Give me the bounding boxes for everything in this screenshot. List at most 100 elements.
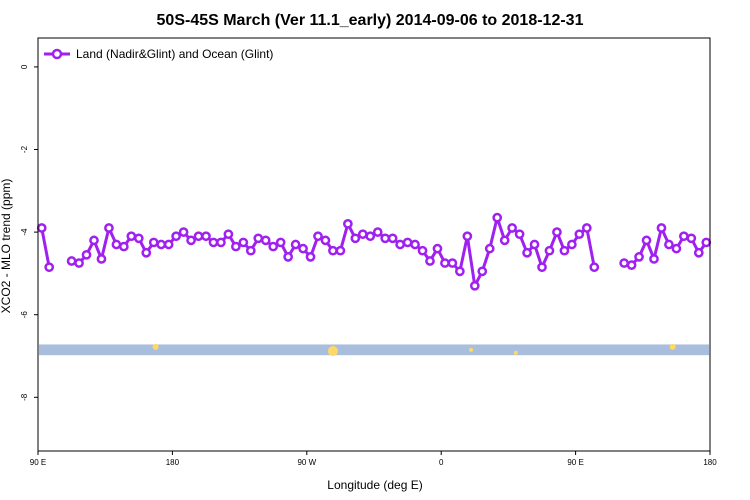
series-line	[40, 227, 51, 268]
band-marker	[469, 347, 474, 352]
data-point	[410, 239, 420, 250]
data-point	[268, 241, 279, 252]
data-point	[260, 235, 271, 246]
data-point	[380, 233, 391, 244]
data-point	[223, 229, 234, 240]
data-point	[499, 235, 510, 246]
data-point	[253, 233, 264, 244]
band-marker	[669, 343, 676, 350]
data-point	[656, 223, 667, 233]
data-point	[357, 229, 368, 240]
band-marker	[327, 346, 338, 357]
data-point	[119, 241, 129, 252]
data-point	[208, 237, 219, 248]
y-axis-label: XCO2 - MLO trend (ppm)	[0, 179, 13, 314]
data-point	[552, 227, 562, 237]
data-point	[193, 231, 204, 242]
axes: 90 E 180 90 W 0 90 E 180 0 -2 -4 -6 -8	[20, 64, 717, 467]
data-point	[447, 258, 458, 268]
data-point	[201, 231, 211, 242]
x-tick-label: 180	[703, 458, 717, 467]
sampling-band	[39, 344, 709, 356]
band-marker	[152, 343, 159, 350]
data-point	[111, 239, 122, 250]
legend-marker	[51, 48, 63, 60]
data-point	[163, 239, 174, 250]
data-point	[81, 249, 92, 260]
plot-frame	[37, 37, 711, 452]
data-point	[462, 231, 473, 242]
data-point	[477, 266, 488, 277]
data-point	[581, 223, 592, 233]
data-point	[455, 266, 465, 277]
data-point	[133, 233, 144, 244]
data-point	[693, 247, 704, 258]
data-point	[529, 239, 540, 250]
data-point	[178, 227, 189, 237]
data-point	[283, 252, 293, 262]
data-point	[634, 252, 644, 262]
data-point	[567, 239, 577, 250]
data-point	[507, 223, 517, 233]
data-point	[522, 247, 532, 258]
data-point	[559, 245, 570, 256]
data-point	[156, 239, 167, 250]
data-point	[432, 243, 443, 254]
x-tick-label: 90 E	[567, 458, 583, 467]
data-point	[96, 254, 107, 264]
data-point	[350, 233, 361, 244]
y-tick-label: -4	[20, 228, 29, 236]
data-point	[469, 280, 480, 291]
data-point	[89, 235, 99, 246]
y-tick-label: -8	[20, 393, 29, 401]
band-marker	[513, 350, 518, 355]
data-point	[589, 262, 600, 273]
data-point	[372, 227, 383, 237]
x-tick-label: 90 E	[30, 458, 46, 467]
data-point	[664, 239, 674, 250]
data-point	[679, 231, 689, 242]
y-tick-label: -2	[20, 145, 29, 153]
data-point	[395, 239, 405, 250]
data-point	[544, 245, 555, 256]
data-point	[66, 256, 77, 266]
data-point	[701, 237, 712, 248]
data-point	[492, 212, 503, 223]
y-tick-label: 0	[20, 64, 29, 69]
data-point	[574, 229, 585, 240]
data-point	[402, 237, 413, 248]
data-point	[186, 235, 196, 246]
data-point	[320, 235, 331, 246]
data-point	[671, 243, 682, 254]
data-point	[514, 229, 525, 240]
x-tick-label: 0	[439, 458, 444, 467]
data-point	[484, 243, 495, 254]
data-point	[44, 262, 55, 273]
x-tick-label: 90 W	[297, 458, 316, 467]
data-point	[290, 239, 301, 250]
x-tick-label: 180	[166, 458, 180, 467]
data-point	[171, 231, 181, 242]
data-point	[343, 219, 353, 229]
data-point	[245, 245, 256, 256]
data-point	[365, 231, 376, 242]
plot-area	[36, 212, 712, 357]
data-point	[126, 231, 137, 242]
data-point	[641, 235, 652, 246]
data-point	[328, 245, 338, 256]
data-point	[36, 223, 47, 233]
data-point	[275, 237, 286, 248]
data-point	[686, 233, 697, 244]
data-point	[313, 231, 323, 242]
data-point	[104, 223, 114, 233]
data-point	[440, 258, 450, 268]
data-point	[417, 245, 428, 256]
data-point	[148, 237, 159, 248]
data-point	[305, 252, 316, 262]
legend: Land (Nadir&Glint) and Ocean (Glint)	[44, 47, 273, 61]
data-point	[74, 258, 84, 268]
legend-label: Land (Nadir&Glint) and Ocean (Glint)	[76, 47, 273, 61]
data-point	[238, 237, 249, 248]
data-point	[141, 247, 152, 258]
